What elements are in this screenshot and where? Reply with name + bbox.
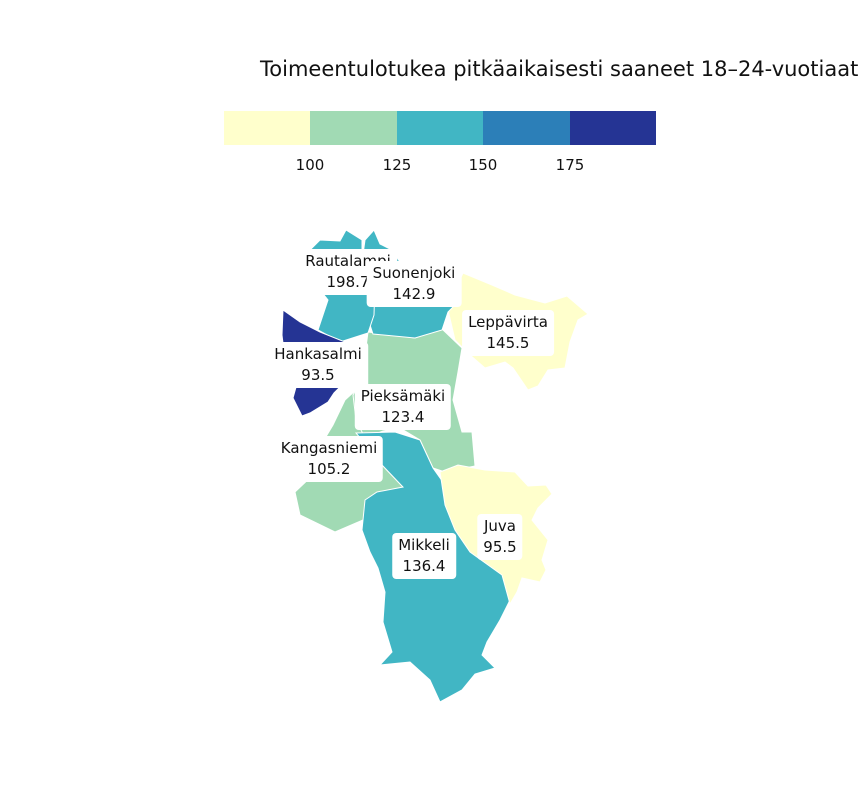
legend-swatch-5 xyxy=(569,111,657,145)
region-value: 93.5 xyxy=(301,366,335,384)
region-value: 123.4 xyxy=(381,408,425,426)
region-name: Suonenjoki xyxy=(372,264,456,282)
legend-swatch-4 xyxy=(483,111,570,145)
legend-tick: 125 xyxy=(382,156,412,174)
legend-swatch-3 xyxy=(396,111,484,145)
label-pieksamaki: Pieksämäki 123.4 xyxy=(354,384,452,430)
label-mikkeli: Mikkeli 136.4 xyxy=(392,533,456,579)
region-value: 136.4 xyxy=(402,557,446,575)
label-suonenjoki: Suonenjoki 142.9 xyxy=(366,261,462,307)
region-name: Hankasalmi xyxy=(274,345,362,363)
region-value: 95.5 xyxy=(483,538,517,556)
region-name: Juva xyxy=(484,517,516,535)
label-leppavirta: Leppävirta 145.5 xyxy=(462,310,554,356)
map-title: Toimeentulotukea pitkäaikaisesti saaneet… xyxy=(260,57,859,81)
legend-tick: 150 xyxy=(468,156,498,174)
legend-swatch-2 xyxy=(310,111,397,145)
legend-tick: 175 xyxy=(555,156,585,174)
region-name: Mikkeli xyxy=(398,536,450,554)
region-name: Kangasniemi xyxy=(280,439,378,457)
color-legend xyxy=(224,111,657,145)
label-kangasniemi: Kangasniemi 105.2 xyxy=(274,436,384,482)
region-name: Leppävirta xyxy=(468,313,548,331)
region-value: 105.2 xyxy=(307,460,351,478)
region-value: 145.5 xyxy=(486,334,530,352)
region-name: Pieksämäki xyxy=(360,387,446,405)
region-value: 198.7 xyxy=(326,273,370,291)
label-juva: Juva 95.5 xyxy=(477,514,523,560)
region-value: 142.9 xyxy=(392,285,436,303)
legend-swatch-1 xyxy=(224,111,311,145)
legend-tick: 100 xyxy=(295,156,325,174)
label-hankasalmi: Hankasalmi 93.5 xyxy=(268,342,368,388)
